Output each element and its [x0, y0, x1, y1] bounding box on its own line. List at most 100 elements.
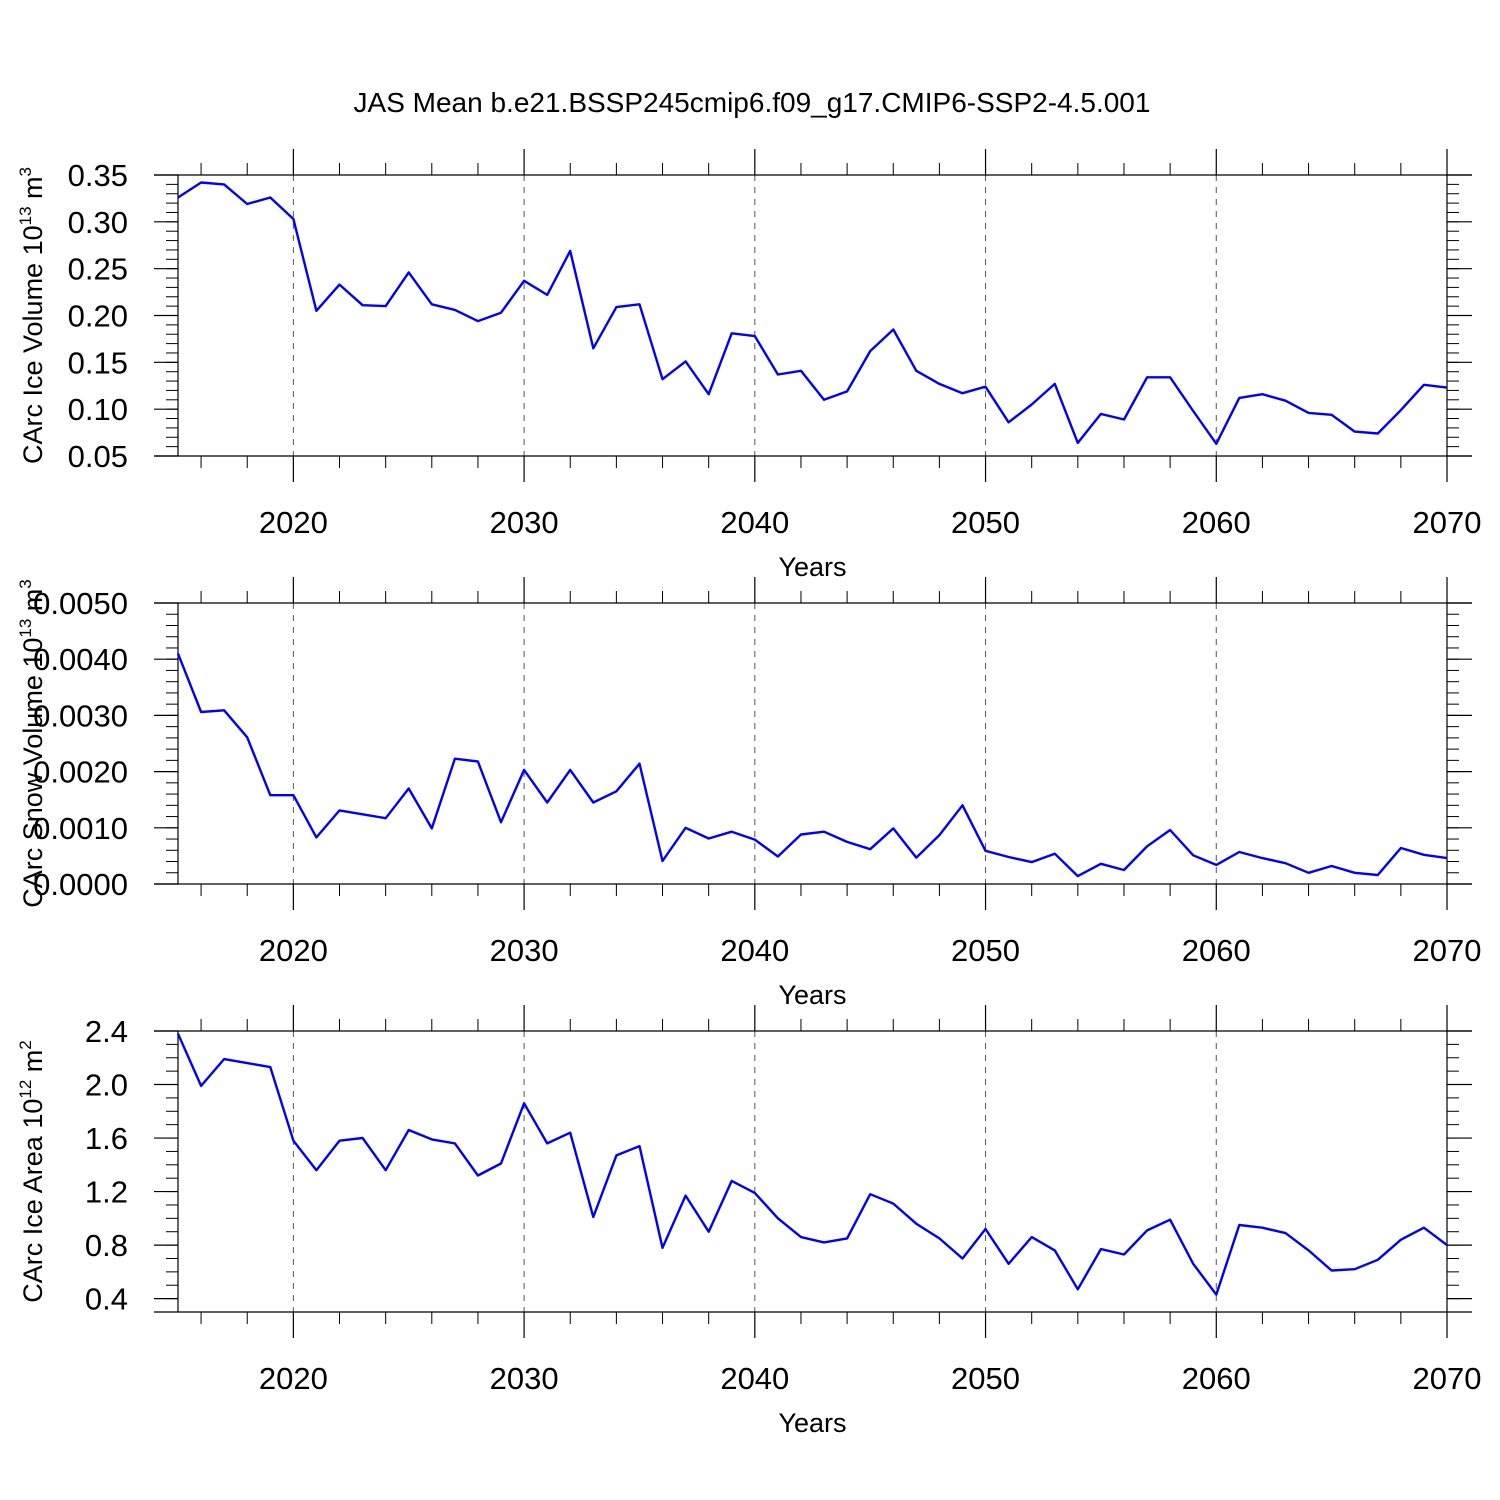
data-point: [1007, 421, 1009, 423]
data-point: [408, 787, 410, 789]
data-point: [800, 370, 802, 372]
data-point: [1446, 386, 1448, 388]
data-point: [569, 1132, 571, 1134]
y-tick-label: 0.35: [68, 158, 128, 193]
data-point: [200, 1085, 202, 1087]
data-point: [1330, 1269, 1332, 1271]
data-point: [546, 1142, 548, 1144]
data-point: [1192, 410, 1194, 412]
data-point: [177, 1033, 179, 1035]
data-point: [869, 848, 871, 850]
data-point: [1307, 872, 1309, 874]
data-point: [1423, 1227, 1425, 1229]
data-point: [315, 836, 317, 838]
data-point: [1307, 412, 1309, 414]
data-point: [661, 1247, 663, 1249]
data-point: [777, 373, 779, 375]
data-point: [1054, 1249, 1056, 1251]
data-point: [638, 763, 640, 765]
data-point: [1400, 1239, 1402, 1241]
x-tick-label: 2020: [259, 505, 328, 540]
x-tick-label: 2050: [951, 1361, 1020, 1396]
y-axis-title: CArc Ice Area 1012 m2: [16, 1040, 48, 1303]
data-point: [846, 390, 848, 392]
data-point: [1284, 862, 1286, 864]
data-point: [500, 312, 502, 314]
y-tick-label: 0.0030: [33, 698, 128, 733]
figure-title: JAS Mean b.e21.BSSP245cmip6.f09_g17.CMIP…: [354, 87, 1151, 118]
data-point: [846, 1237, 848, 1239]
y-tick-label: 0.0000: [33, 867, 128, 902]
data-point: [1423, 384, 1425, 386]
data-point: [1123, 869, 1125, 871]
data-point: [869, 350, 871, 352]
data-point: [223, 183, 225, 185]
data-point: [1077, 442, 1079, 444]
data-point: [1123, 418, 1125, 420]
y-tick-label: 0.8: [85, 1228, 128, 1263]
data-point: [938, 1237, 940, 1239]
data-point: [223, 1058, 225, 1060]
data-point: [177, 196, 179, 198]
data-point: [269, 1066, 271, 1068]
data-point: [246, 203, 248, 205]
data-point: [661, 378, 663, 380]
data-point: [1330, 865, 1332, 867]
x-tick-label: 2070: [1413, 1361, 1482, 1396]
data-point: [615, 306, 617, 308]
data-point: [892, 328, 894, 330]
data-point: [915, 1223, 917, 1225]
data-point: [431, 827, 433, 829]
data-point: [523, 1102, 525, 1104]
data-point: [523, 280, 525, 282]
y-tick-label: 0.30: [68, 205, 128, 240]
x-tick-label: 2040: [720, 505, 789, 540]
data-point: [292, 218, 294, 220]
data-point: [1377, 432, 1379, 434]
data-point: [1215, 1293, 1217, 1295]
panels: 0.05 0.10 0.15 0.20 0.25 0.30 0.35 2020 2030 2040…: [16, 149, 1481, 1438]
data-point: [1261, 857, 1263, 859]
data-point: [592, 1216, 594, 1218]
data-point: [200, 711, 202, 713]
y-tick-label: 0.15: [68, 345, 128, 380]
y-tick-label: 0.20: [68, 299, 128, 334]
x-tick-label: 2050: [951, 933, 1020, 968]
data-point: [1169, 376, 1171, 378]
y-tick-label: 0.05: [68, 439, 128, 474]
y-tick-label: 0.0010: [33, 811, 128, 846]
data-point: [961, 1257, 963, 1259]
data-point: [615, 790, 617, 792]
data-point: [361, 1137, 363, 1139]
data-point: [1031, 403, 1033, 405]
y-tick-label: 0.0040: [33, 642, 128, 677]
data-point: [338, 1140, 340, 1142]
data-point: [892, 1202, 894, 1204]
data-point: [1215, 443, 1217, 445]
data-point: [269, 196, 271, 198]
data-point: [984, 386, 986, 388]
data-point: [1077, 875, 1079, 877]
data-point: [1054, 383, 1056, 385]
data-point: [477, 1174, 479, 1176]
x-tick-label: 2040: [720, 933, 789, 968]
y-tick-label: 2.4: [85, 1014, 128, 1049]
data-point: [1354, 430, 1356, 432]
data-point: [915, 856, 917, 858]
data-point: [1031, 1236, 1033, 1238]
data-point: [1423, 854, 1425, 856]
data-point: [569, 769, 571, 771]
data-point: [684, 1194, 686, 1196]
data-point: [1169, 829, 1171, 831]
series-line: [176, 1033, 1448, 1296]
data-point: [1077, 1288, 1079, 1290]
data-point: [984, 850, 986, 852]
data-point: [800, 1236, 802, 1238]
data-point: [408, 1129, 410, 1131]
data-point: [315, 1169, 317, 1171]
data-point: [638, 1145, 640, 1147]
y-tick-label: 0.4: [85, 1282, 128, 1317]
x-tick-label: 2030: [490, 1361, 559, 1396]
y-tick-label: 1.2: [85, 1175, 128, 1210]
